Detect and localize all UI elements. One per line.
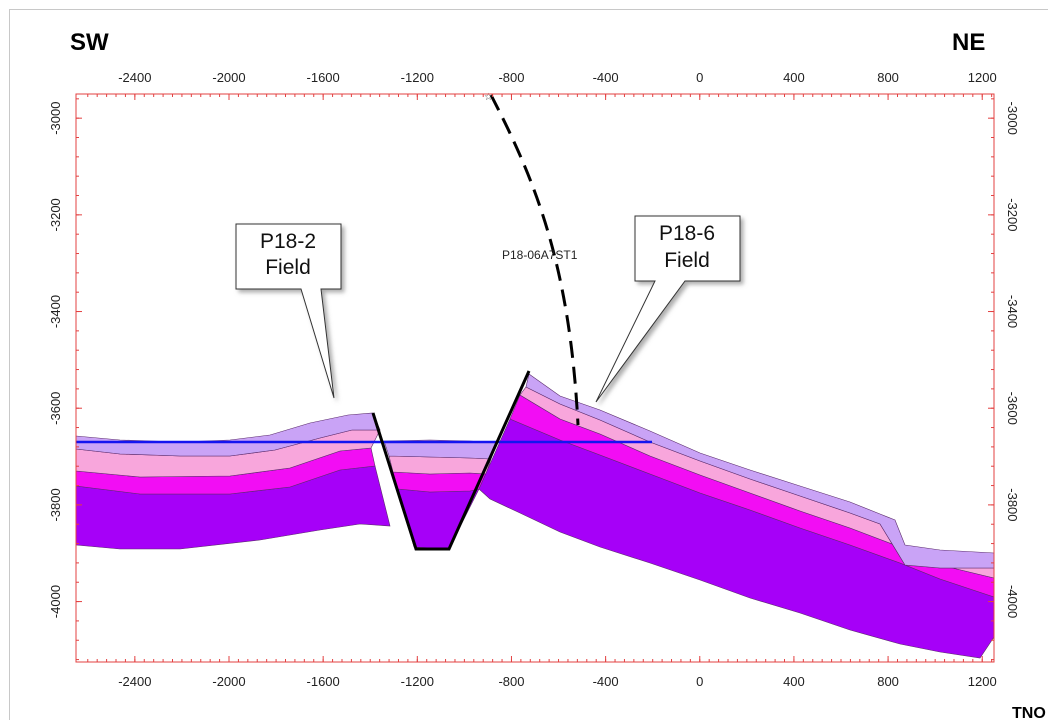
y-tick-label-right: -3800 — [1005, 488, 1020, 521]
y-tick-label-left: -4000 — [48, 585, 63, 618]
fault-lines — [371, 370, 531, 551]
y-tick-label-left: -3600 — [48, 392, 63, 425]
y-tick-label-right: -3400 — [1005, 295, 1020, 328]
x-tick-label-top: -800 — [498, 70, 524, 85]
direction-label-ne: NE — [952, 29, 985, 56]
x-tick-label-bottom: 1200 — [968, 674, 997, 689]
x-tick-label-bottom: -400 — [593, 674, 619, 689]
x-tick-label-top: 400 — [783, 70, 805, 85]
axis-major-ticks — [76, 94, 994, 662]
right-fault-block — [478, 373, 995, 659]
x-tick-label-bottom: -800 — [498, 674, 524, 689]
y-tick-label-left: -3200 — [48, 198, 63, 231]
y-tick-label-right: -3600 — [1005, 392, 1020, 425]
x-tick-label-top: -2000 — [212, 70, 245, 85]
callout-p18-6-line1: P18-6 — [659, 222, 715, 245]
y-tick-label-right: -3000 — [1005, 102, 1020, 135]
x-tick-label-bottom: -2400 — [118, 674, 151, 689]
x-tick-label-top: 0 — [696, 70, 703, 85]
x-tick-label-top: -1200 — [401, 70, 434, 85]
callout-p18-2-line2: Field — [265, 256, 311, 279]
x-tick-label-bottom: -1200 — [401, 674, 434, 689]
x-tick-label-top: 800 — [877, 70, 899, 85]
x-tick-label-bottom: 0 — [696, 674, 703, 689]
axis-frame — [75, 93, 995, 663]
well-path — [489, 94, 580, 426]
axis-minor-ticks — [76, 94, 994, 662]
x-tick-label-top: -1600 — [307, 70, 340, 85]
callout-p18-2-line1: P18-2 — [260, 230, 316, 253]
x-tick-label-top: 1200 — [968, 70, 997, 85]
left-fault-block — [75, 412, 391, 550]
y-tick-label-left: -3000 — [48, 102, 63, 135]
x-tick-label-bottom: -1600 — [307, 674, 340, 689]
graben-magenta-layer — [392, 471, 487, 493]
callout-p18-6 — [595, 215, 741, 403]
callout-p18-2 — [235, 223, 342, 399]
tno-logo: TNO — [1012, 705, 1046, 720]
y-tick-label-left: -3800 — [48, 488, 63, 521]
y-tick-label-left: -3400 — [48, 295, 63, 328]
direction-label-sw: SW — [70, 29, 109, 56]
callout-p18-6-line2: Field — [664, 249, 710, 272]
axis-tick-labels: -2400 -2400 -2000 -2000 -1600 -1600 -1200 -1200… — [48, 70, 1020, 689]
y-tick-label-right: -4000 — [1005, 585, 1020, 618]
figure-frame — [9, 9, 1048, 720]
y-tick-label-right: -3200 — [1005, 198, 1020, 231]
x-tick-label-top: -2400 — [118, 70, 151, 85]
x-tick-label-bottom: 400 — [783, 674, 805, 689]
x-tick-label-bottom: -2000 — [212, 674, 245, 689]
well-head-marker: ☆ — [484, 92, 493, 103]
well-name-label: P18-06A7ST1 — [502, 248, 578, 262]
graben-pink-layer — [388, 455, 492, 475]
x-tick-label-top: -400 — [593, 70, 619, 85]
x-tick-label-bottom: 800 — [877, 674, 899, 689]
left-block-top-layer — [75, 412, 381, 457]
